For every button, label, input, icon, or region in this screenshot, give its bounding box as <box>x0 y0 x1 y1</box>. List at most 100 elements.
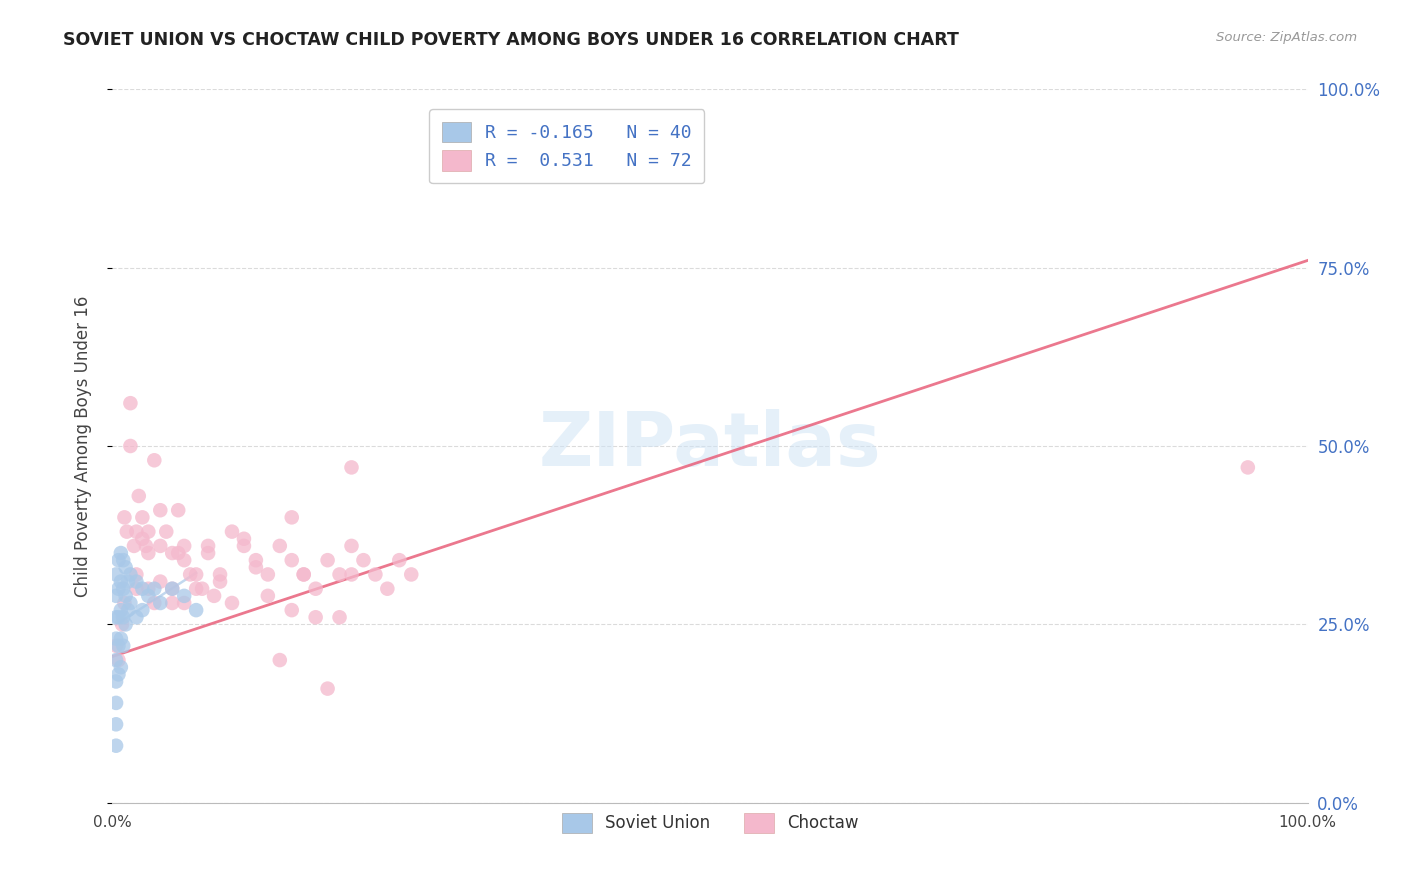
Point <box>155 524 177 539</box>
Point <box>162 582 183 596</box>
Point <box>377 582 399 596</box>
Point <box>162 596 183 610</box>
Point <box>209 567 232 582</box>
Text: SOVIET UNION VS CHOCTAW CHILD POVERTY AMONG BOYS UNDER 16 CORRELATION CHART: SOVIET UNION VS CHOCTAW CHILD POVERTY AM… <box>63 31 959 49</box>
Point <box>191 582 214 596</box>
Point <box>114 560 136 574</box>
Point <box>117 574 139 589</box>
Point <box>167 546 190 560</box>
Point <box>173 596 195 610</box>
Point <box>149 574 172 589</box>
Point <box>316 681 339 696</box>
Point <box>292 567 315 582</box>
Point <box>162 546 183 560</box>
Point <box>316 553 339 567</box>
Point <box>221 596 243 610</box>
Point <box>105 610 128 624</box>
Point <box>388 553 411 567</box>
Point <box>143 596 166 610</box>
Point <box>179 567 201 582</box>
Point <box>257 589 280 603</box>
Y-axis label: Child Poverty Among Boys Under 16: Child Poverty Among Boys Under 16 <box>73 295 91 597</box>
Point <box>269 539 291 553</box>
Point <box>105 739 128 753</box>
Point <box>138 582 160 596</box>
Point <box>135 539 157 553</box>
Point <box>107 667 129 681</box>
Point <box>131 582 153 596</box>
Point <box>107 639 129 653</box>
Point <box>105 589 128 603</box>
Point <box>197 546 219 560</box>
Point <box>143 582 166 596</box>
Point <box>138 524 160 539</box>
Point <box>111 617 134 632</box>
Point <box>221 524 243 539</box>
Point <box>107 610 129 624</box>
Point <box>245 560 267 574</box>
Point <box>209 574 232 589</box>
Point <box>138 546 160 560</box>
Point <box>120 567 142 582</box>
Point <box>173 539 195 553</box>
Legend: Soviet Union, Choctaw: Soviet Union, Choctaw <box>554 805 866 841</box>
Point <box>112 639 135 653</box>
Point <box>112 553 135 567</box>
Point <box>233 532 256 546</box>
Point <box>186 567 208 582</box>
Point <box>131 532 153 546</box>
Point <box>120 596 142 610</box>
Point <box>120 396 142 410</box>
Point <box>292 567 315 582</box>
Point <box>105 653 128 667</box>
Point <box>173 553 195 567</box>
Point <box>114 510 135 524</box>
Point <box>105 639 128 653</box>
Point <box>105 632 128 646</box>
Point <box>120 439 142 453</box>
Point <box>107 653 129 667</box>
Point <box>105 696 128 710</box>
Point <box>340 539 363 553</box>
Point <box>1237 460 1260 475</box>
Point <box>149 503 172 517</box>
Point <box>117 603 139 617</box>
Point <box>186 603 208 617</box>
Point <box>353 553 375 567</box>
Point <box>281 603 304 617</box>
Point <box>112 582 135 596</box>
Point <box>340 567 363 582</box>
Point <box>143 453 166 467</box>
Point <box>186 582 208 596</box>
Point <box>114 617 136 632</box>
Point <box>401 567 423 582</box>
Point <box>125 610 148 624</box>
Point <box>112 610 135 624</box>
Point <box>105 567 128 582</box>
Point <box>340 460 363 475</box>
Point <box>125 567 148 582</box>
Point <box>197 539 219 553</box>
Point <box>167 503 190 517</box>
Point <box>245 553 267 567</box>
Point <box>125 574 148 589</box>
Point <box>114 589 136 603</box>
Point <box>107 553 129 567</box>
Point <box>125 524 148 539</box>
Point <box>105 674 128 689</box>
Point <box>105 717 128 731</box>
Point <box>110 660 132 674</box>
Point <box>257 567 280 582</box>
Point <box>281 510 304 524</box>
Point <box>110 632 132 646</box>
Point <box>114 596 135 610</box>
Point <box>305 610 328 624</box>
Point <box>110 546 132 560</box>
Point <box>233 539 256 553</box>
Point <box>329 567 352 582</box>
Point <box>131 510 153 524</box>
Point <box>110 603 132 617</box>
Point <box>115 524 138 539</box>
Point <box>329 610 352 624</box>
Point <box>110 574 132 589</box>
